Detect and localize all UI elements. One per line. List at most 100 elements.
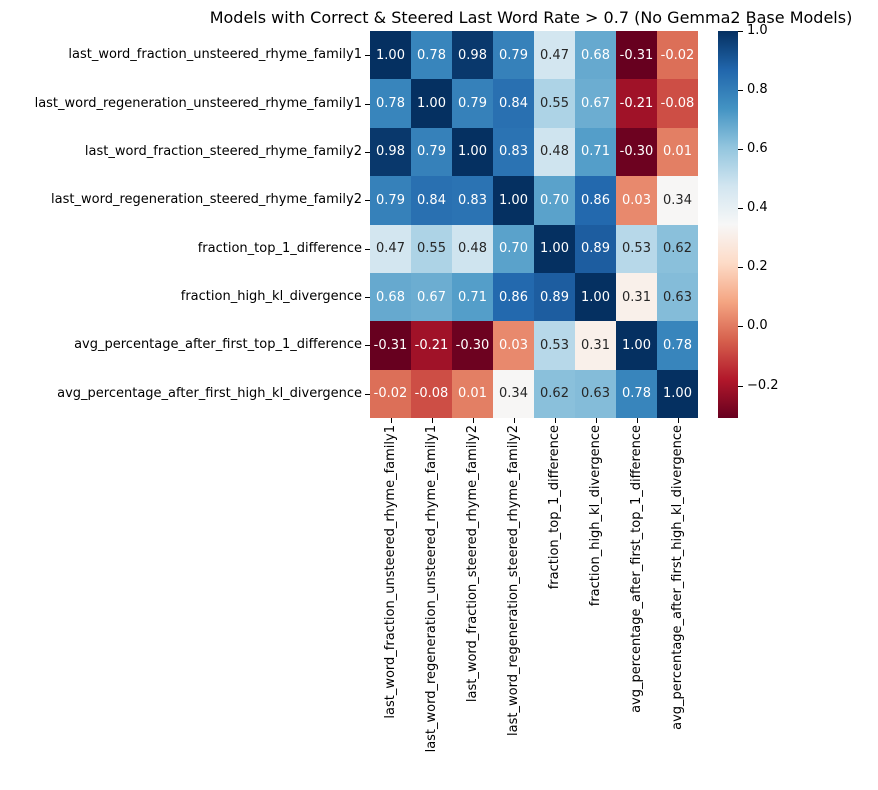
heatmap-cell: 1.00: [575, 272, 616, 322]
heatmap-cell: 1.00: [534, 224, 575, 273]
y-tick-mark: [365, 297, 370, 298]
y-tick-mark: [365, 200, 370, 201]
heatmap-cell: 0.78: [411, 31, 452, 80]
x-tick-label: last_word_regeneration_unsteered_rhyme_f…: [424, 425, 439, 753]
heatmap-cell: 0.31: [575, 321, 616, 370]
heatmap-cell: 0.71: [452, 272, 493, 322]
y-tick-label: last_word_regeneration_unsteered_rhyme_f…: [34, 95, 362, 111]
colorbar-tick-label: 0.6: [747, 141, 768, 157]
colorbar-tick-mark: [738, 149, 743, 150]
colorbar-tick-label: 0.0: [747, 318, 768, 334]
colorbar-tick-label: 0.2: [747, 259, 768, 275]
heatmap-cell: 0.67: [575, 79, 616, 128]
x-tick-mark: [555, 418, 556, 423]
heatmap-cell: 0.48: [452, 224, 493, 273]
colorbar-tick-mark: [738, 31, 743, 32]
x-tick-label: last_word_fraction_steered_rhyme_family2: [465, 425, 480, 703]
heatmap-cell: 0.47: [370, 224, 411, 273]
x-tick-mark: [514, 418, 515, 423]
colorbar-tick-label: 0.8: [747, 82, 768, 98]
heatmap-cell: 0.34: [493, 369, 534, 418]
y-tick-label: avg_percentage_after_first_high_kl_diver…: [57, 385, 362, 401]
heatmap-cell: 0.53: [534, 321, 575, 370]
y-tick-mark: [365, 55, 370, 56]
heatmap-cell: -0.21: [411, 321, 452, 370]
heatmap-cell: 1.00: [411, 79, 452, 128]
heatmap-cell: 0.78: [370, 79, 411, 128]
heatmap-cell: 0.67: [411, 272, 452, 322]
x-tick-label: last_word_fraction_unsteered_rhyme_famil…: [383, 425, 398, 719]
heatmap-cell: 0.68: [370, 272, 411, 322]
heatmap-cell: 1.00: [493, 176, 534, 225]
heatmap-cell: -0.30: [452, 321, 493, 370]
y-tick-mark: [365, 249, 370, 250]
heatmap-cell: 0.79: [493, 31, 534, 80]
heatmap-cell: -0.31: [370, 321, 411, 370]
heatmap-cell: 0.31: [616, 272, 657, 322]
y-tick-mark: [365, 104, 370, 105]
x-tick-label: last_word_regeneration_steered_rhyme_fam…: [506, 425, 521, 736]
x-tick-mark: [596, 418, 597, 423]
x-tick-label: avg_percentage_after_first_high_kl_diver…: [670, 425, 685, 730]
heatmap-cell: -0.08: [411, 369, 452, 418]
heatmap-cell: -0.02: [370, 369, 411, 418]
colorbar-gradient: [718, 31, 738, 418]
heatmap-cell: 0.03: [616, 176, 657, 225]
heatmap-cell: 0.79: [411, 127, 452, 177]
y-tick-label: fraction_high_kl_divergence: [180, 289, 362, 305]
x-tick-mark: [391, 418, 392, 423]
colorbar-tick-mark: [738, 267, 743, 268]
heatmap-cell: 0.86: [493, 272, 534, 322]
heatmap-cell: 0.83: [452, 176, 493, 225]
heatmap-cell: 0.62: [657, 224, 698, 273]
y-tick-label: fraction_top_1_difference: [197, 240, 362, 256]
heatmap-cell: -0.30: [616, 127, 657, 177]
heatmap-cell: 0.71: [575, 127, 616, 177]
y-tick-label: last_word_fraction_steered_rhyme_family2: [84, 143, 362, 159]
y-tick-label: avg_percentage_after_first_top_1_differe…: [74, 337, 362, 353]
heatmap-cell: 0.63: [657, 272, 698, 322]
heatmap-cell: 0.01: [657, 127, 698, 177]
heatmap-cell: -0.21: [616, 79, 657, 128]
heatmap-cell: 0.79: [370, 176, 411, 225]
colorbar-tick-mark: [738, 208, 743, 209]
heatmap-cell: 0.78: [616, 369, 657, 418]
heatmap-cell: 0.01: [452, 369, 493, 418]
heatmap-cell: 0.55: [411, 224, 452, 273]
x-tick-mark: [432, 418, 433, 423]
heatmap-cell: 0.34: [657, 176, 698, 225]
heatmap-cell: 0.63: [575, 369, 616, 418]
x-tick-mark: [637, 418, 638, 423]
x-tick-label: fraction_high_kl_divergence: [588, 425, 603, 607]
y-tick-mark: [365, 345, 370, 346]
heatmap-cell: 0.55: [534, 79, 575, 128]
y-tick-mark: [365, 394, 370, 395]
heatmap-cell: -0.08: [657, 79, 698, 128]
heatmap-cell: 0.53: [616, 224, 657, 273]
heatmap-cell: 1.00: [657, 369, 698, 418]
colorbar-tick-label: −0.2: [747, 377, 779, 393]
x-tick-mark: [678, 418, 679, 423]
heatmap-cell: -0.02: [657, 31, 698, 80]
heatmap-cell: 0.48: [534, 127, 575, 177]
y-tick-mark: [365, 152, 370, 153]
colorbar-tick-label: 1.0: [747, 23, 768, 38]
colorbar-tick-label: 0.4: [747, 200, 768, 216]
heatmap-cell: 0.98: [370, 127, 411, 177]
heatmap-cell: 0.70: [534, 176, 575, 225]
heatmap-cell: 0.86: [575, 176, 616, 225]
heatmap-cell: 0.79: [452, 79, 493, 128]
heatmap-cell: 0.78: [657, 321, 698, 370]
colorbar-tick-mark: [738, 386, 743, 387]
heatmap-grid: 1.00 0.78 0.98 0.79 0.47 0.68 -0.31 -0.02 0.78 1.…: [370, 31, 698, 418]
colorbar-tick-mark: [738, 326, 743, 327]
heatmap-cell: 0.89: [534, 272, 575, 322]
x-tick-label: avg_percentage_after_first_top_1_differe…: [629, 425, 644, 713]
heatmap-cell: 1.00: [452, 127, 493, 177]
heatmap-cell: 0.47: [534, 31, 575, 80]
heatmap-cell: 0.83: [493, 127, 534, 177]
chart-title: Models with Correct & Steered Last Word …: [209, 8, 853, 27]
x-tick-mark: [473, 418, 474, 423]
heatmap-cell: 1.00: [370, 31, 411, 80]
